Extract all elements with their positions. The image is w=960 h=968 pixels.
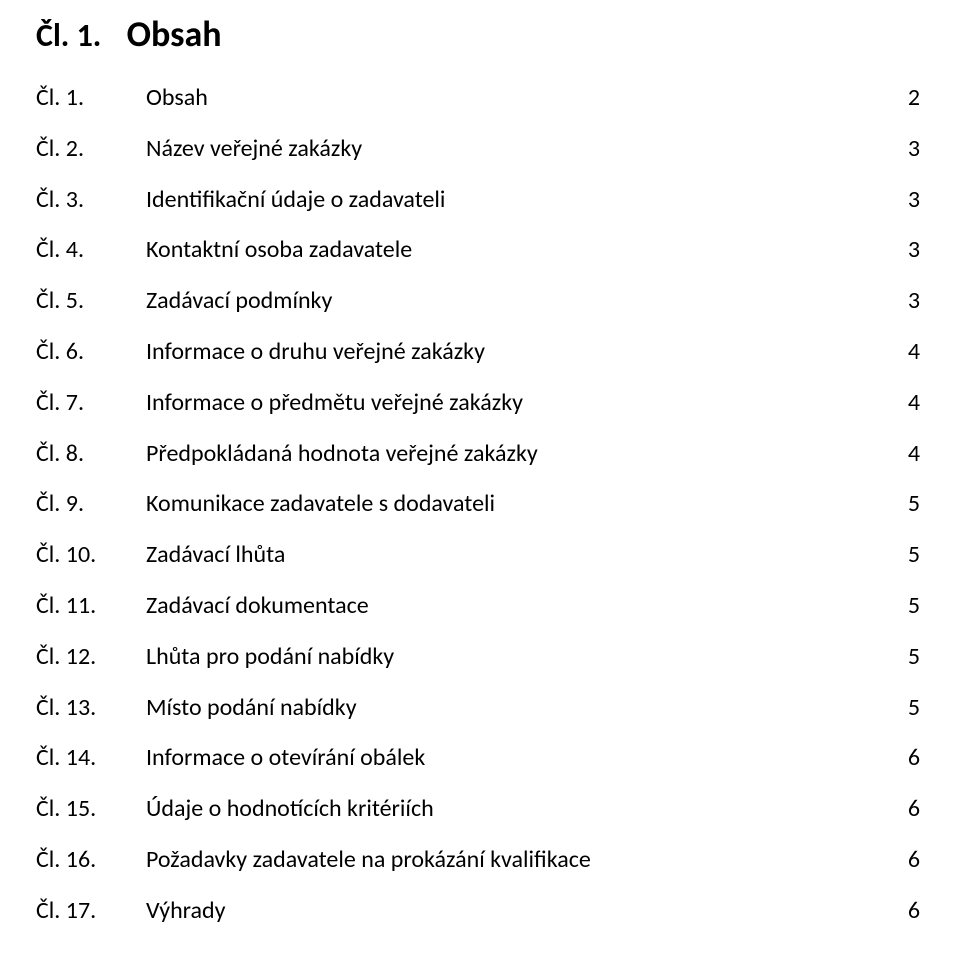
toc-row: Čl. 16.Požadavky zadavatele na prokázání… — [36, 846, 920, 875]
toc-label: Čl. 7. — [36, 389, 146, 418]
toc-title: Název veřejné zakázky — [146, 135, 362, 164]
toc-title: Zadávací podmínky — [146, 287, 332, 316]
toc-label: Čl. 12. — [36, 643, 146, 672]
toc-page: 5 — [904, 541, 920, 570]
toc-label: Čl. 17. — [36, 897, 146, 926]
toc-page: 3 — [904, 236, 920, 265]
toc-page: 3 — [904, 287, 920, 316]
toc-row: Čl. 1.Obsah 2 — [36, 84, 920, 113]
toc-label: Čl. 10. — [36, 541, 146, 570]
toc-label: Čl. 5. — [36, 287, 146, 316]
toc-page: 5 — [904, 490, 920, 519]
toc-page: 2 — [904, 84, 920, 113]
toc-label: Čl. 16. — [36, 846, 146, 875]
heading: Čl. 1. Obsah — [36, 12, 920, 56]
toc-row: Čl. 9.Komunikace zadavatele s dodavateli… — [36, 490, 920, 519]
toc-row: Čl. 15.Údaje o hodnotících kritériích 6 — [36, 795, 920, 824]
toc-row: Čl. 10.Zadávací lhůta 5 — [36, 541, 920, 570]
toc-page: 6 — [904, 744, 920, 773]
toc-row: Čl. 4.Kontaktní osoba zadavatele 3 — [36, 236, 920, 265]
toc-title: Kontaktní osoba zadavatele — [146, 236, 412, 265]
table-of-contents: Čl. 1.Obsah 2 Čl. 2.Název veřejné zakázky 3… — [36, 84, 920, 926]
toc-row: Čl. 2.Název veřejné zakázky 3 — [36, 135, 920, 164]
heading-title: Obsah — [127, 12, 222, 56]
toc-row: Čl. 5.Zadávací podmínky 3 — [36, 287, 920, 316]
heading-number: Čl. 1. — [36, 16, 101, 55]
toc-title: Obsah — [146, 84, 208, 113]
toc-page: 5 — [904, 643, 920, 672]
toc-label: Čl. 15. — [36, 795, 146, 824]
toc-row: Čl. 12.Lhůta pro podání nabídky 5 — [36, 643, 920, 672]
toc-row: Čl. 3.Identifikační údaje o zadavateli 3 — [36, 186, 920, 215]
toc-title: Identifikační údaje o zadavateli — [146, 186, 445, 215]
toc-title: Výhrady — [146, 897, 226, 926]
toc-page: 5 — [904, 694, 920, 723]
toc-row: Čl. 7.Informace o předmětu veřejné zakáz… — [36, 389, 920, 418]
toc-title: Místo podání nabídky — [146, 694, 357, 723]
toc-title: Informace o předmětu veřejné zakázky — [146, 389, 523, 418]
toc-row: Čl. 8.Předpokládaná hodnota veřejné zaká… — [36, 440, 920, 469]
toc-label: Čl. 6. — [36, 338, 146, 367]
toc-title: Informace o otevírání obálek — [146, 744, 425, 773]
page: Čl. 1. Obsah Čl. 1.Obsah2Čl. 2.Název veř… — [0, 0, 960, 968]
toc-title: Předpokládaná hodnota veřejné zakázky — [146, 440, 538, 469]
toc-label: Čl. 13. — [36, 694, 146, 723]
toc-page: 4 — [904, 440, 920, 469]
toc-page: 6 — [904, 897, 920, 926]
toc-page: 4 — [904, 338, 920, 367]
toc-row: Čl. 14.Informace o otevírání obálek 6 — [36, 744, 920, 773]
toc-title: Zadávací dokumentace — [146, 592, 369, 621]
toc-label: Čl. 3. — [36, 186, 146, 215]
toc-page: 5 — [904, 592, 920, 621]
toc-page: 3 — [904, 186, 920, 215]
toc-page: 6 — [904, 795, 920, 824]
toc-label: Čl. 1. — [36, 84, 146, 113]
toc-title: Informace o druhu veřejné zakázky — [146, 338, 485, 367]
toc-page: 4 — [904, 389, 920, 418]
toc-label: Čl. 8. — [36, 440, 146, 469]
toc-row: Čl. 17.Výhrady 6 — [36, 897, 920, 926]
toc-title: Zadávací lhůta — [146, 541, 285, 570]
toc-label: Čl. 9. — [36, 490, 146, 519]
toc-row: Čl. 11.Zadávací dokumentace 5 — [36, 592, 920, 621]
toc-title: Lhůta pro podání nabídky — [146, 643, 394, 672]
toc-row: Čl. 13.Místo podání nabídky 5 — [36, 694, 920, 723]
toc-label: Čl. 11. — [36, 592, 146, 621]
toc-page: 3 — [904, 135, 920, 164]
toc-label: Čl. 4. — [36, 236, 146, 265]
toc-title: Komunikace zadavatele s dodavateli — [146, 490, 495, 519]
toc-title: Požadavky zadavatele na prokázání kvalif… — [146, 846, 591, 875]
toc-label: Čl. 2. — [36, 135, 146, 164]
toc-title: Údaje o hodnotících kritériích — [146, 795, 434, 824]
toc-row: Čl. 6.Informace o druhu veřejné zakázky 4 — [36, 338, 920, 367]
toc-label: Čl. 14. — [36, 744, 146, 773]
toc-page: 6 — [904, 846, 920, 875]
